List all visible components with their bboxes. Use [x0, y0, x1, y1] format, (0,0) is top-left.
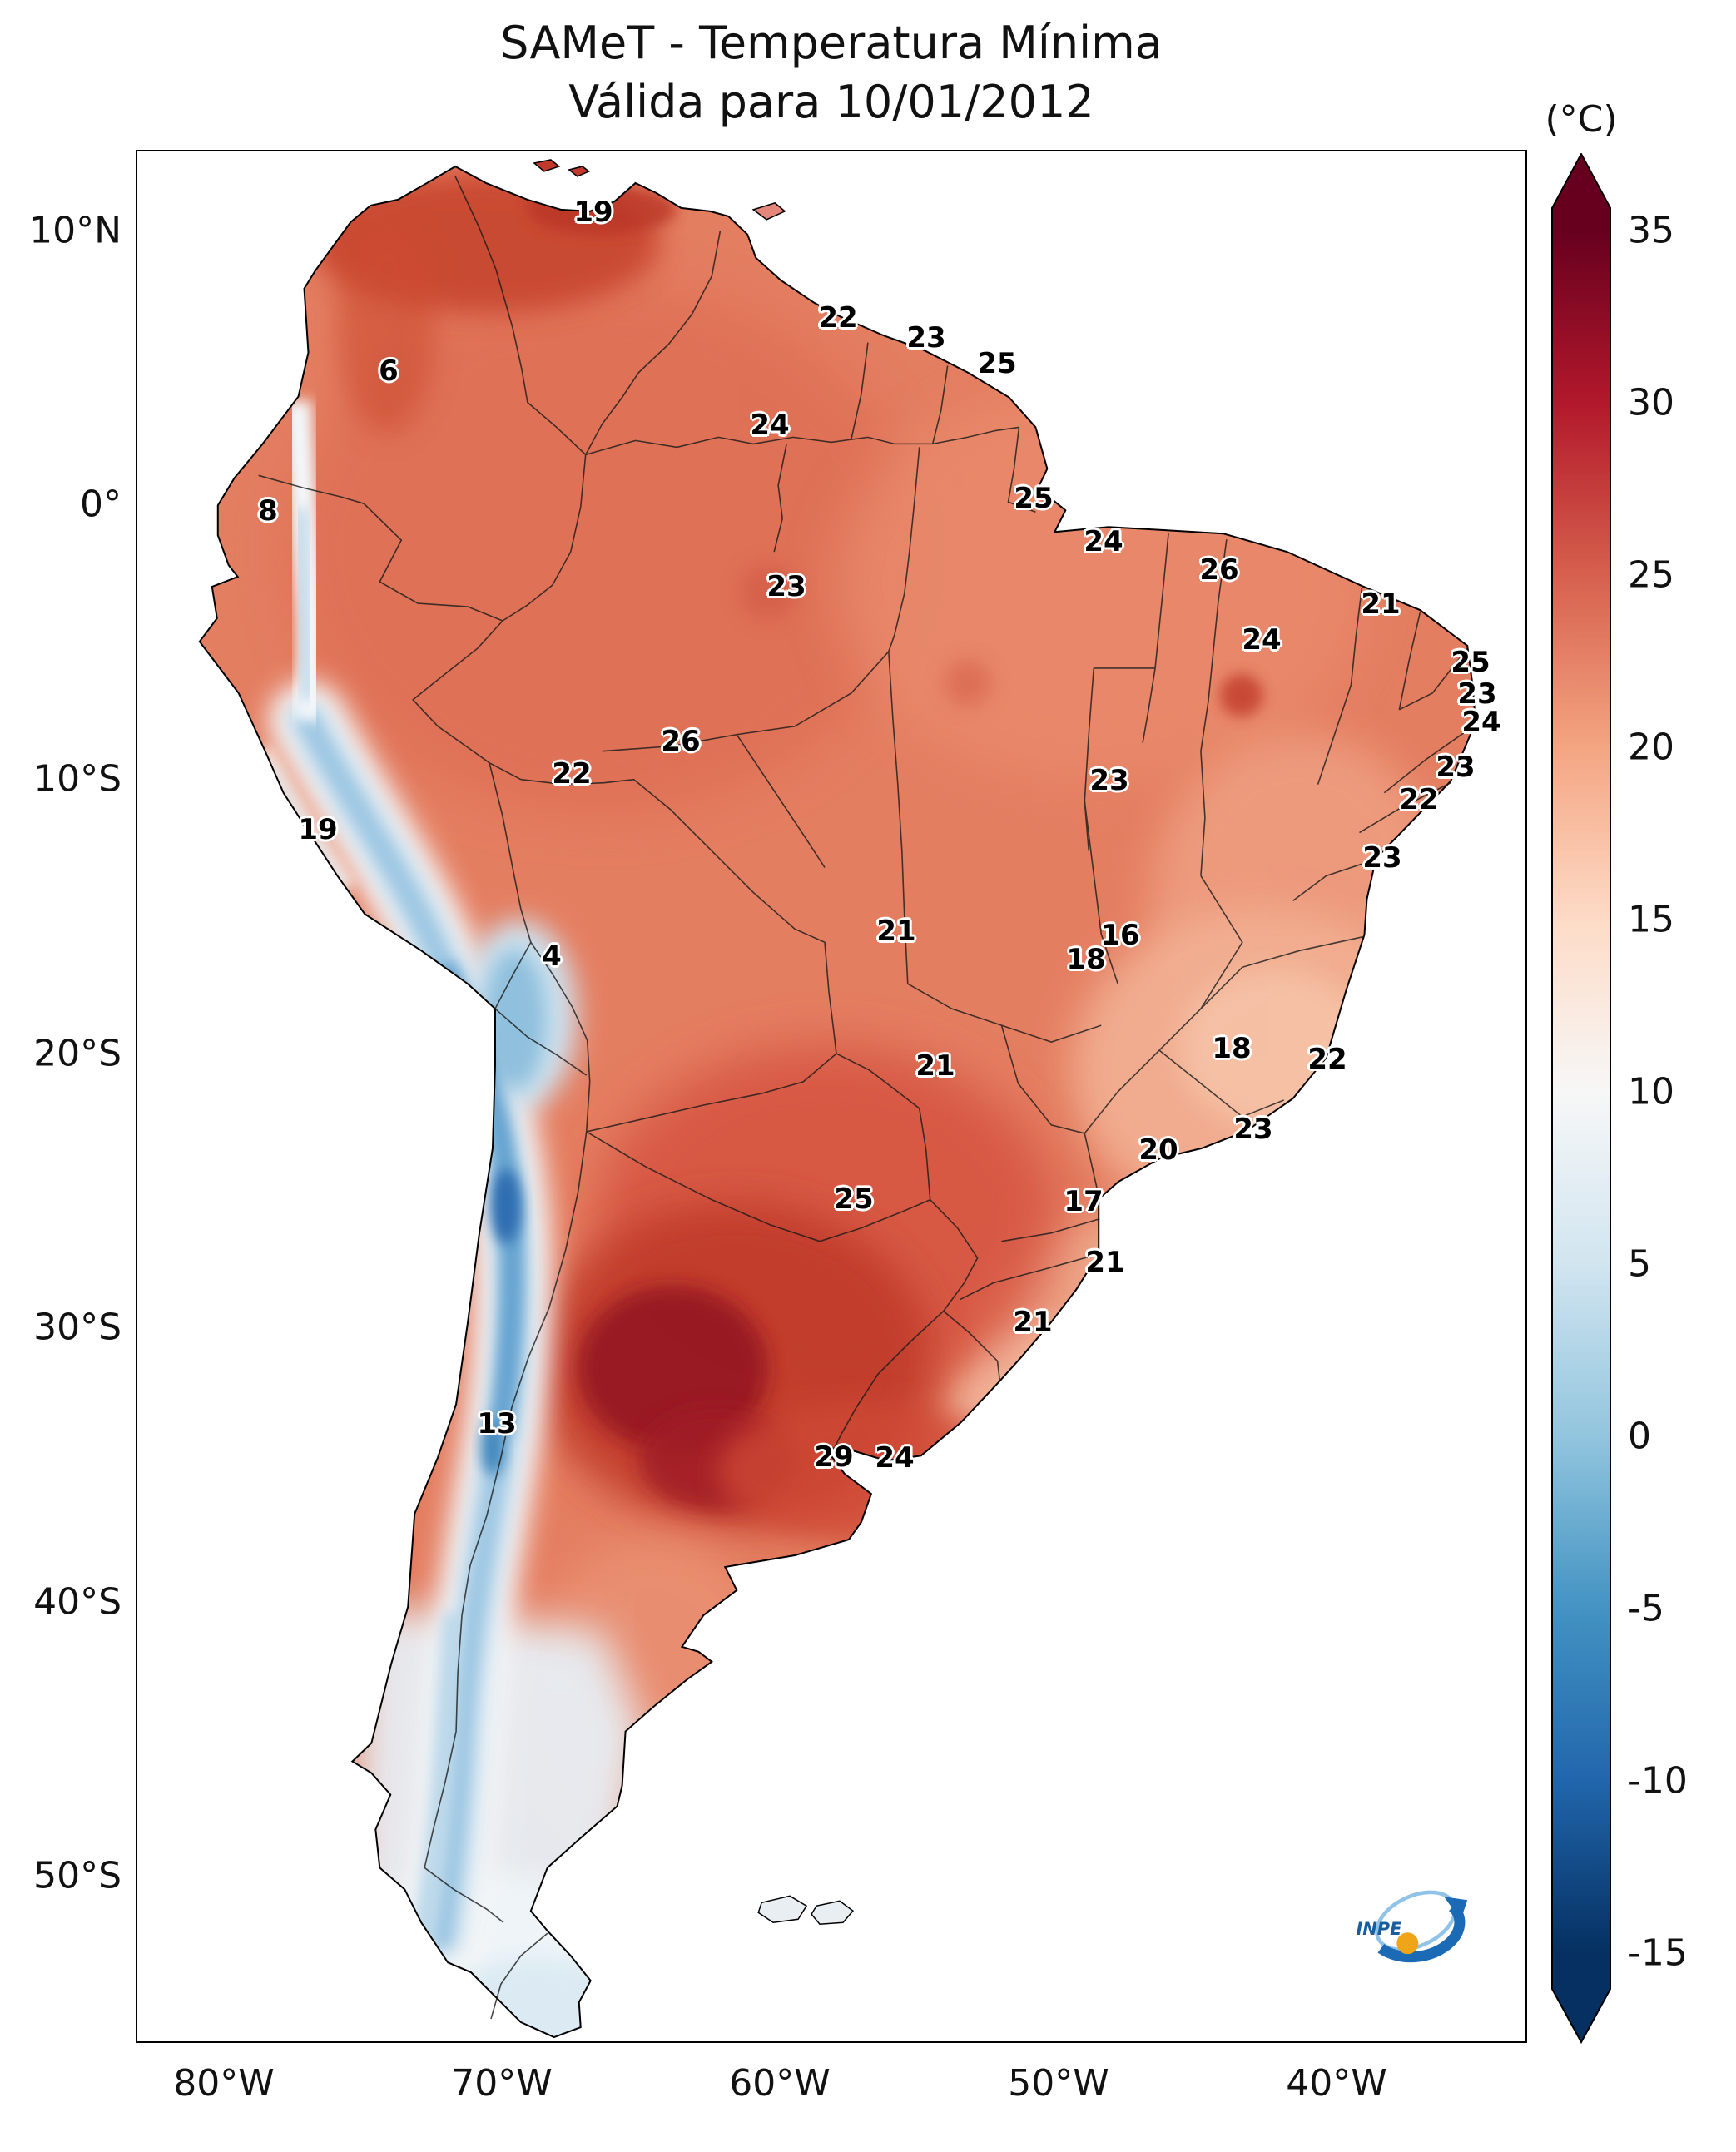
station-temp-label: 23 — [1233, 1113, 1273, 1146]
islands — [533, 159, 855, 1926]
colorbar-outline — [1551, 153, 1611, 2044]
station-temp-label: 21 — [915, 1049, 955, 1083]
title-line-1: SAMeT - Temperatura Mínima — [500, 17, 1163, 69]
colorbar-tick-label: 15 — [1628, 898, 1674, 941]
station-temp-label: 23 — [1362, 841, 1402, 875]
colorbar-extend-top — [1551, 153, 1611, 208]
station-temp-label: 26 — [1199, 553, 1239, 587]
title-line-2: Válida para 10/01/2012 — [568, 76, 1094, 129]
colorbar-tick-label: -5 — [1628, 1587, 1664, 1630]
colorbar-tick-label: -15 — [1628, 1931, 1688, 1975]
station-temp-label: 24 — [1084, 525, 1123, 558]
falkland-west-island — [757, 1895, 808, 1924]
station-temp-label: 8 — [258, 494, 278, 528]
station-temp-label: 21 — [1013, 1306, 1053, 1339]
station-temp-label: 13 — [477, 1407, 517, 1440]
station-temp-label: 21 — [1085, 1246, 1125, 1279]
lon-tick-label: 40°W — [1286, 2062, 1387, 2105]
station-temp-label: 24 — [875, 1441, 915, 1475]
station-temp-label: 24 — [1461, 706, 1501, 739]
station-temp-label: 25 — [977, 347, 1017, 380]
station-temp-label: 29 — [814, 1440, 854, 1474]
colorbar-tick-label: 20 — [1628, 726, 1674, 769]
falkland-east-island — [811, 1900, 855, 1926]
inpe-logo: INPE — [1356, 1890, 1468, 1963]
south-america-temperature-map: INPE — [198, 159, 1477, 2039]
station-temp-label: 19 — [573, 196, 613, 229]
station-temp-label: 23 — [906, 321, 946, 355]
station-temp-label: 23 — [1089, 764, 1129, 797]
lat-tick-label: 10°S — [33, 757, 122, 801]
station-temp-label: 17 — [1064, 1185, 1104, 1218]
colorbar-gradient — [1551, 208, 1611, 1989]
temperature-field — [199, 166, 1476, 2038]
station-temp-label: 6 — [379, 355, 399, 388]
lat-tick-label: 30°S — [33, 1306, 122, 1349]
station-temp-label: 18 — [1066, 943, 1106, 976]
station-temp-label: 25 — [834, 1183, 874, 1216]
colorbar-tick-label: 0 — [1628, 1415, 1651, 1458]
station-temp-label: 21 — [876, 915, 916, 948]
lon-tick-label: 70°W — [451, 2062, 553, 2105]
station-temp-label: 20 — [1138, 1133, 1178, 1167]
lat-tick-label: 50°S — [33, 1854, 122, 1897]
inpe-logo-text: INPE — [1356, 1919, 1402, 1939]
inpe-dot-icon — [1396, 1932, 1419, 1955]
station-temp-label: 18 — [1212, 1032, 1252, 1065]
station-temp-label: 23 — [1436, 751, 1476, 784]
colorbar-tick-label: 30 — [1628, 381, 1674, 424]
caribbean-islet — [533, 159, 561, 172]
figure-title: SAMeT - Temperatura Mínima Válida para 1… — [136, 13, 1527, 132]
andes-cold-band — [252, 399, 578, 1986]
station-temp-label: 25 — [1014, 482, 1054, 515]
lat-tick-label: 0° — [80, 483, 122, 526]
station-temp-label: 23 — [766, 570, 806, 603]
colorbar-tick-label: 25 — [1628, 553, 1674, 597]
lat-tick-label: 20°S — [33, 1032, 122, 1075]
coastline — [198, 165, 1477, 2039]
station-temp-label: 21 — [1361, 588, 1401, 621]
station-temp-label: 19 — [298, 813, 338, 846]
colorbar-tick-label: 35 — [1628, 209, 1674, 252]
colorbar-extend-bottom — [1551, 1989, 1611, 2043]
country-and-state-borders — [258, 176, 1476, 2020]
station-temp-label: 22 — [552, 757, 592, 791]
trinidad-island — [751, 202, 786, 221]
station-temp-label: 22 — [818, 301, 858, 335]
lat-tick-label: 10°N — [29, 209, 122, 252]
lon-tick-label: 60°W — [729, 2062, 831, 2105]
station-temp-label: 22 — [1307, 1043, 1347, 1076]
station-temp-label: 25 — [1451, 646, 1490, 679]
station-temp-label: 24 — [750, 409, 790, 442]
station-temp-label: 23 — [1457, 677, 1497, 711]
inpe-arrowhead-icon — [1444, 1897, 1468, 1921]
colorbar-unit-label: (°C) — [1545, 98, 1618, 141]
station-temp-label: 4 — [542, 940, 562, 973]
colorbar-tick-label: 10 — [1628, 1070, 1674, 1113]
colorbar-tick-label: 5 — [1628, 1242, 1651, 1286]
caribbean-islet — [568, 166, 591, 177]
map-plot-area: INPE 19 22 23 25 6 24 25 8 24 26 23 21 24 25 23 24 26 22 2… — [136, 150, 1527, 2043]
station-temp-label: 26 — [661, 725, 701, 758]
station-temp-label: 24 — [1242, 623, 1282, 657]
lat-tick-label: 40°S — [33, 1580, 122, 1624]
lon-tick-label: 80°W — [173, 2062, 275, 2105]
colorbar-tick-label: -10 — [1628, 1759, 1688, 1802]
lon-tick-label: 50°W — [1008, 2062, 1109, 2105]
temperature-colorbar — [1551, 153, 1611, 2044]
station-temp-label: 16 — [1100, 919, 1140, 952]
station-temp-label: 22 — [1399, 783, 1439, 816]
